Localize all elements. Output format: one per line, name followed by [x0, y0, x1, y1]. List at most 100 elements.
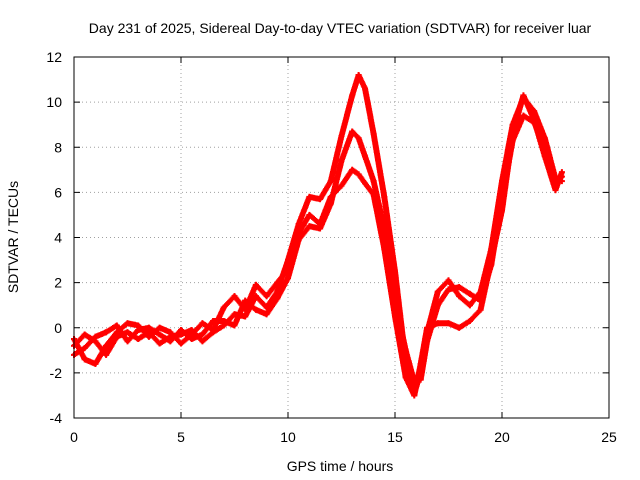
data-point: [188, 331, 195, 338]
data-point: [103, 329, 110, 336]
data-point: [477, 306, 484, 313]
data-point: [317, 196, 324, 203]
data-series: [71, 72, 565, 399]
data-point: [167, 329, 174, 336]
data-point: [355, 171, 362, 178]
data-point: [156, 340, 163, 347]
data-point: [306, 193, 313, 200]
data-point: [411, 392, 418, 399]
data-point: [552, 187, 559, 194]
data-point: [113, 322, 120, 329]
y-axis-label: SDTVAR / TECUs: [5, 181, 21, 293]
data-point: [381, 193, 388, 200]
data-point: [156, 331, 163, 338]
data-point: [424, 324, 431, 331]
data-point: [285, 266, 291, 273]
y-tick-label: 10: [46, 94, 62, 110]
x-axis-label: GPS time / hours: [287, 458, 394, 474]
data-point: [381, 245, 388, 252]
data-point: [338, 132, 345, 139]
data-point: [520, 112, 527, 119]
data-point: [285, 275, 291, 282]
data-point: [499, 207, 505, 214]
data-point: [135, 336, 142, 343]
data-point: [520, 92, 527, 99]
data-point: [349, 128, 356, 135]
data-point: [231, 293, 238, 300]
data-point: [456, 324, 463, 331]
data-point: [338, 157, 345, 164]
data-point: [434, 288, 441, 295]
y-tick-label: 0: [54, 320, 62, 336]
series-markers: [71, 72, 564, 397]
data-point: [242, 313, 249, 320]
data-point: [210, 327, 217, 334]
data-point: [199, 331, 206, 338]
data-point: [103, 342, 110, 349]
data-point: [456, 284, 463, 291]
data-point: [531, 117, 538, 124]
data-point: [362, 153, 369, 160]
data-point: [156, 324, 163, 331]
data-point: [317, 220, 324, 227]
x-tick-labels: 0 5 10 15 20 25: [70, 429, 617, 445]
data-point: [81, 331, 88, 338]
x-tick-label: 10: [280, 429, 296, 445]
series-trace-3: [71, 92, 565, 399]
x-tick-label: 20: [494, 429, 510, 445]
data-point: [541, 153, 548, 160]
data-point: [295, 220, 302, 227]
data-point: [81, 356, 88, 363]
data-point: [355, 135, 362, 142]
axis-ticks: [73, 56, 610, 419]
data-point: [92, 333, 99, 340]
data-point: [417, 360, 424, 367]
data-point: [488, 257, 495, 264]
data-point: [338, 182, 345, 189]
data-point: [178, 340, 184, 347]
y-tick-label: -4: [50, 410, 63, 426]
data-point: [402, 374, 409, 381]
data-point: [124, 338, 131, 345]
y-tick-label: 8: [54, 139, 62, 155]
data-point: [370, 191, 377, 198]
data-point: [145, 324, 152, 331]
x-tick-label: 15: [387, 429, 403, 445]
data-point: [327, 193, 334, 200]
data-point: [306, 223, 313, 230]
data-point: [145, 333, 152, 340]
x-tick-label: 25: [601, 429, 617, 445]
data-point: [362, 180, 369, 187]
data-point: [466, 302, 473, 309]
chart-title: Day 231 of 2025, Sidereal Day-to-day VTE…: [89, 20, 592, 36]
data-point: [327, 178, 334, 185]
data-point: [167, 338, 174, 345]
data-point: [252, 306, 259, 313]
x-tick-label: 5: [177, 429, 185, 445]
data-point: [113, 329, 120, 336]
data-point: [242, 306, 249, 313]
data-point: [92, 360, 99, 367]
data-point: [252, 281, 259, 288]
data-point: [466, 290, 473, 297]
data-point: [445, 320, 452, 327]
y-tick-label: 12: [46, 49, 62, 65]
data-point: [199, 338, 206, 345]
data-point: [199, 320, 206, 327]
data-point: [355, 72, 362, 79]
y-tick-label: 6: [54, 184, 62, 200]
data-point: [135, 322, 142, 329]
data-point: [370, 178, 377, 185]
data-point: [434, 302, 441, 309]
data-point: [558, 169, 565, 176]
data-point: [263, 293, 270, 300]
data-point: [178, 327, 184, 334]
grid-lines: [74, 57, 609, 418]
data-point: [124, 329, 131, 336]
data-point: [295, 229, 302, 236]
data-point: [466, 317, 473, 324]
data-point: [392, 313, 398, 320]
y-tick-label: 4: [54, 230, 62, 246]
data-point: [274, 295, 281, 302]
